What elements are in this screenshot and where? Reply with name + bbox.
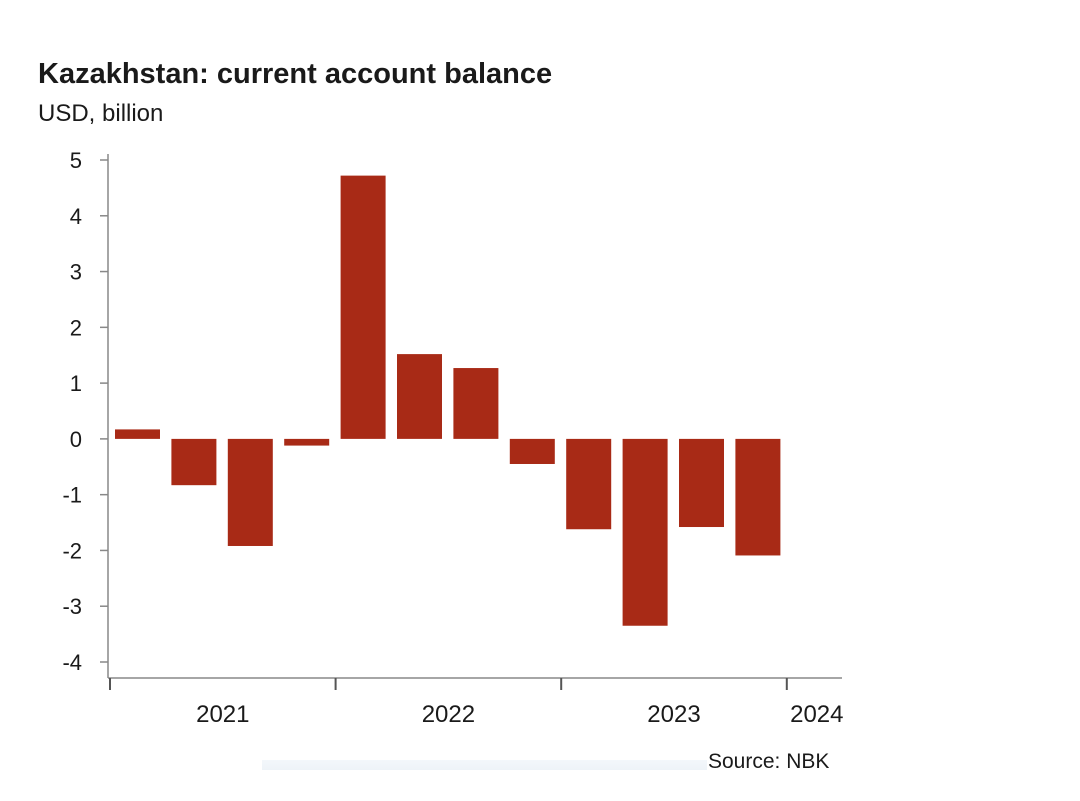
y-tick-label: 1	[70, 371, 82, 396]
y-tick-label: -3	[62, 594, 82, 619]
y-axis: 5 4 3 2 1 0 -1 -2 -3 -4	[62, 148, 108, 678]
bar	[623, 439, 668, 626]
y-tick-label: -2	[62, 538, 82, 563]
bar	[679, 439, 724, 527]
y-tick-label: -4	[62, 650, 82, 675]
bar	[510, 439, 555, 464]
y-tick-label: 4	[70, 204, 82, 229]
y-tick-label: 0	[70, 427, 82, 452]
bar	[228, 439, 273, 546]
bar	[284, 439, 329, 446]
x-year-label: 2024	[790, 701, 843, 728]
y-tick-label: -1	[62, 483, 82, 508]
x-year-label: 2023	[647, 701, 700, 728]
bar	[341, 176, 386, 439]
bar-chart: 5 4 3 2 1 0 -1 -2 -3 -4 2021 2022 2023 2024	[0, 0, 1080, 801]
y-tick-label: 2	[70, 315, 82, 340]
source-note: Source: NBK	[708, 750, 829, 774]
x-axis: 2021 2022 2023 2024	[108, 678, 843, 728]
bar	[397, 354, 442, 439]
x-year-label: 2022	[422, 701, 475, 728]
bar	[453, 368, 498, 439]
bar	[735, 439, 780, 556]
bar	[171, 439, 216, 485]
source-rule	[262, 760, 707, 770]
bar	[566, 439, 611, 529]
bar	[115, 429, 160, 438]
bars	[115, 176, 780, 626]
x-year-label: 2021	[196, 701, 249, 728]
y-tick-label: 5	[70, 148, 82, 173]
y-tick-label: 3	[70, 260, 82, 285]
